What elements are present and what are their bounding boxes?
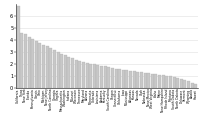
Bar (46, 46, 49, 88)
Bar (35, 41, 38, 88)
Bar (60, 54, 63, 88)
Bar (96, 65, 99, 88)
Bar (20, 33, 23, 88)
Bar (89, 64, 92, 88)
Bar (151, 74, 154, 88)
Bar (122, 70, 125, 88)
Bar (183, 80, 186, 88)
Bar (115, 68, 118, 88)
Bar (173, 77, 176, 88)
Bar (64, 55, 67, 88)
Bar (111, 68, 114, 88)
Bar (28, 37, 31, 88)
Bar (147, 73, 150, 88)
Bar (100, 66, 103, 88)
Bar (125, 70, 128, 88)
Bar (49, 48, 52, 88)
Bar (176, 78, 179, 88)
Bar (53, 50, 56, 88)
Bar (42, 45, 45, 88)
Bar (158, 75, 161, 88)
Bar (86, 63, 89, 88)
Bar (162, 75, 165, 88)
Bar (104, 66, 107, 88)
Bar (144, 73, 147, 88)
Bar (133, 71, 136, 88)
Bar (107, 67, 110, 88)
Bar (78, 61, 81, 88)
Bar (187, 81, 190, 88)
Bar (17, 6, 20, 88)
Bar (38, 43, 41, 88)
Bar (191, 83, 194, 88)
Bar (129, 71, 132, 88)
Bar (118, 69, 121, 88)
Bar (75, 60, 78, 88)
Bar (140, 72, 143, 88)
Bar (180, 79, 183, 88)
Bar (82, 62, 85, 88)
Bar (154, 74, 157, 88)
Bar (136, 72, 139, 88)
Bar (169, 76, 172, 88)
Bar (71, 58, 74, 88)
Bar (31, 39, 34, 88)
Bar (165, 76, 168, 88)
Bar (24, 34, 27, 88)
Bar (67, 57, 70, 88)
Bar (57, 52, 60, 88)
Bar (93, 64, 96, 88)
Bar (194, 84, 197, 88)
